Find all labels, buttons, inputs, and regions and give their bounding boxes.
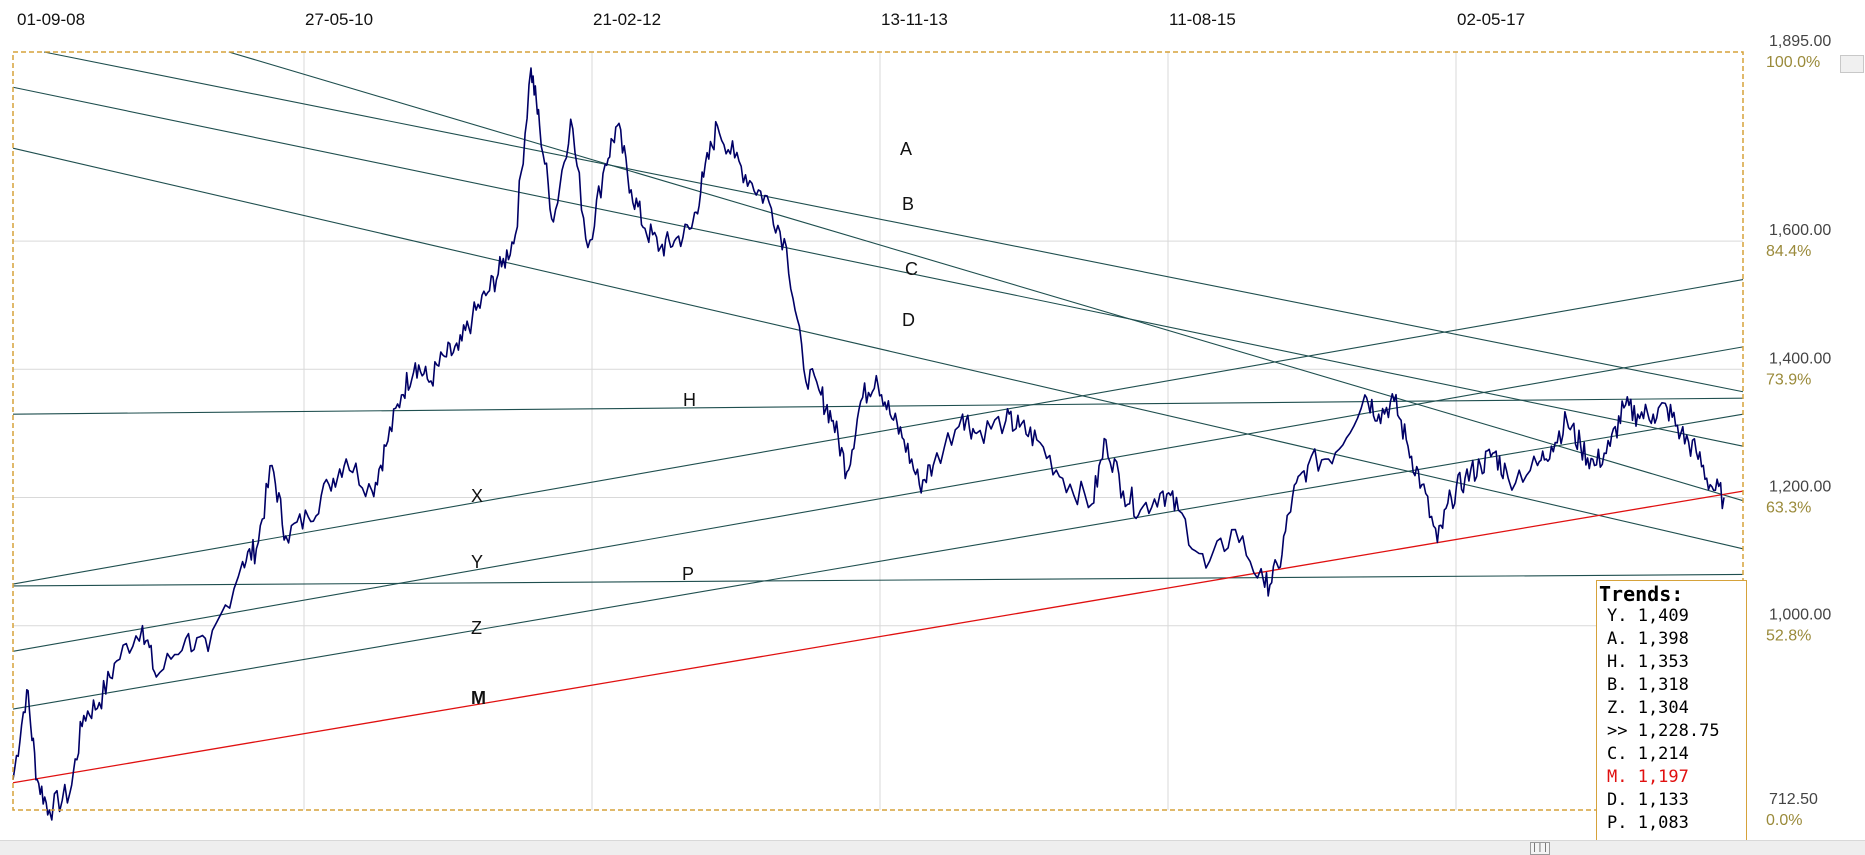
trendline-p [12, 573, 1744, 587]
trend-row: M. 1,197 [1607, 767, 1689, 787]
trends-title: Trends: [1599, 582, 1684, 606]
trendline-y [12, 346, 1744, 652]
trend-row: H. 1,353 [1607, 652, 1689, 672]
trendline-label-a: A [900, 139, 912, 159]
price-line [12, 67, 1725, 821]
y-pct-label: 63.3% [1766, 500, 1811, 517]
scroll-corner-button[interactable] [1840, 55, 1864, 73]
trendline-b [12, 86, 1744, 447]
trendline-label-x: X [471, 486, 483, 506]
trendline-label-z: Z [471, 618, 482, 638]
y-tick-label: 1,200.00 [1769, 479, 1831, 496]
y-tick-label: 1,600.00 [1769, 222, 1831, 239]
y-axis-labels: 1,895.00 100.0% 1,600.00 84.4% 1,400.00 73.9%… [1766, 33, 1831, 829]
trend-row: A. 1,398 [1607, 629, 1689, 649]
trend-row: C. 1,214 [1607, 744, 1689, 764]
horizontal-scrollbar[interactable]: ||| [0, 840, 1865, 855]
trendline-label-d: D [902, 310, 915, 330]
plot-frame [12, 51, 1744, 811]
price-series [12, 67, 1725, 821]
trend-row: >> 1,228.75 [1607, 721, 1720, 741]
trend-row: B. 1,318 [1607, 675, 1689, 695]
trendline-c [228, 51, 1744, 502]
y-tick-label: 1,400.00 [1769, 350, 1831, 367]
trendline-d [12, 147, 1744, 550]
trendline-h [12, 397, 1744, 415]
trendline-label-m: M [471, 688, 486, 708]
y-tick-label: 1,000.00 [1769, 607, 1831, 624]
y-pct-label: 84.4% [1766, 243, 1811, 260]
trendline-x [12, 279, 1744, 585]
x-tick-label: 02-05-17 [1457, 10, 1525, 29]
scrollbar-thumb[interactable]: ||| [1530, 842, 1550, 855]
trendline-a [43, 51, 1744, 393]
trendline-m [12, 490, 1744, 784]
trends-rows: Y. 1,409 A. 1,398 H. 1,353 B. 1,318 Z. 1,304… [1597, 605, 1746, 835]
x-tick-label: 13-11-13 [881, 10, 948, 29]
trendline-label-y: Y [471, 552, 483, 572]
grid-lines [13, 52, 1743, 810]
y-pct-label: 0.0% [1766, 812, 1802, 829]
x-tick-label: 27-05-10 [305, 10, 373, 29]
trend-row: Y. 1,409 [1607, 606, 1689, 626]
x-tick-label: 01-09-08 [17, 10, 85, 29]
y-tick-label: 712.50 [1769, 791, 1818, 808]
trend-row: P. 1,083 [1607, 813, 1689, 833]
x-tick-label: 11-08-15 [1169, 10, 1236, 29]
y-tick-label: 1,895.00 [1769, 33, 1831, 50]
y-pct-label: 52.8% [1766, 628, 1811, 645]
x-axis-labels: 01-09-08 27-05-10 21-02-12 13-11-13 11-08-15… [17, 10, 1525, 29]
x-tick-label: 21-02-12 [593, 10, 661, 29]
trendline-z [12, 413, 1744, 710]
trends-legend-panel: Trends: Y. 1,409 A. 1,398 H. 1,353 B. 1,318… [1596, 580, 1747, 845]
trendline-label-p: P [682, 564, 694, 584]
trendline-labels: A B C D H X Y Z P M [471, 139, 918, 708]
y-pct-label: 73.9% [1766, 371, 1811, 388]
trend-row: Z. 1,304 [1607, 698, 1689, 718]
trendline-label-h: H [683, 390, 696, 410]
trend-row: D. 1,133 [1607, 790, 1689, 810]
trendlines [12, 51, 1744, 784]
trendline-label-b: B [902, 194, 914, 214]
trendline-label-c: C [905, 259, 918, 279]
y-pct-label: 100.0% [1766, 54, 1820, 71]
